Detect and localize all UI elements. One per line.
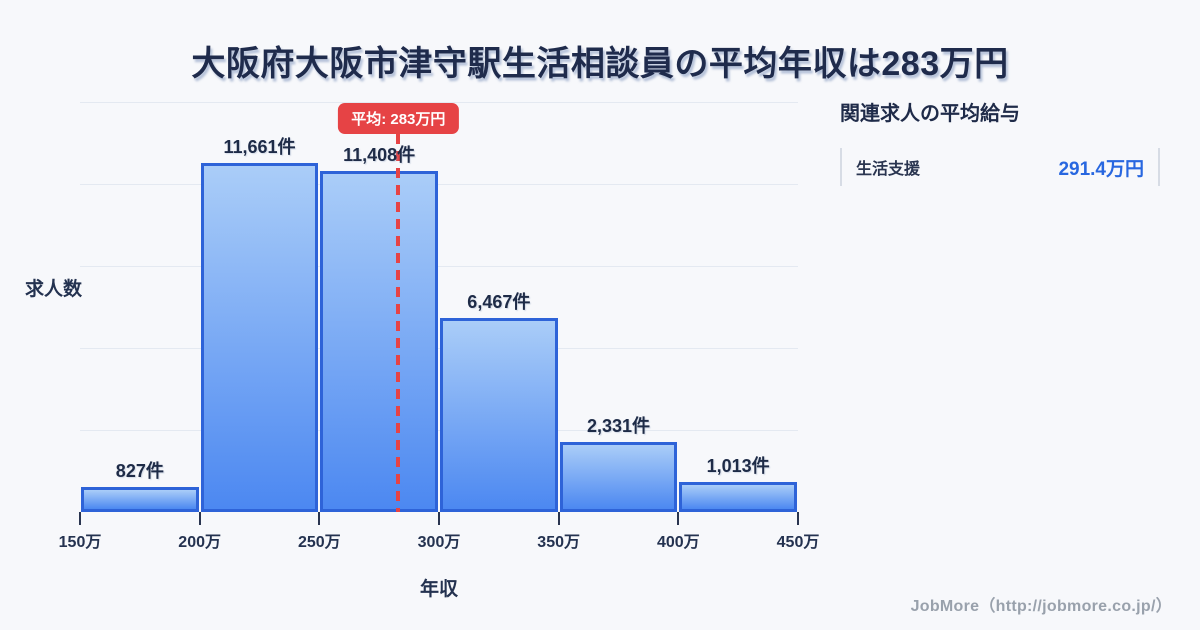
related-jobs-panel: 関連求人の平均給与 生活支援 291.4万円 (840, 97, 1160, 186)
mean-line (396, 134, 401, 512)
related-job-label: 生活支援 (856, 161, 921, 178)
gridline (80, 184, 798, 185)
gridline (80, 266, 798, 267)
x-axis-tick-label: 350万 (537, 534, 581, 551)
x-axis-label: 年収 (419, 579, 459, 600)
x-axis-tick (797, 512, 799, 525)
x-axis-tick-label: 450万 (776, 534, 820, 551)
related-jobs-heading: 関連求人の平均給与 (840, 103, 1020, 125)
bar-value-label: 11,408件 (343, 144, 416, 165)
bar-value-label: 11,661件 (223, 137, 296, 158)
x-axis-tick (79, 512, 81, 525)
bar-value-label: 1,013件 (706, 455, 770, 476)
page-title: 大阪府大阪市津守駅生活相談員の平均年収は283万円 (191, 45, 1009, 83)
histogram-bar[interactable]: 2,331件 (559, 416, 678, 512)
footer-credit: JobMore（http://jobmore.co.jp/） (910, 598, 1172, 615)
y-axis-label: 求人数 (25, 279, 83, 300)
x-axis-tick (438, 512, 440, 525)
histogram-bar[interactable]: 827件 (81, 461, 199, 512)
x-axis-tick-label: 150万 (58, 534, 102, 551)
plot-area: 平均: 283万円 827件 11,661件 11,408件 6,467件 2,331件… (59, 102, 819, 551)
histogram-bar[interactable]: 11,661件 (200, 137, 319, 512)
x-axis-tick (557, 512, 560, 525)
x-axis-tick (677, 512, 680, 525)
histogram-bar[interactable]: 6,467件 (440, 292, 558, 512)
gridline (80, 430, 798, 431)
gridline (80, 348, 798, 349)
histogram-bar[interactable]: 11,408件 (320, 145, 438, 512)
x-axis-tick-label: 250万 (297, 534, 341, 551)
x-axis-tick-label: 300万 (417, 534, 461, 551)
bar-value-label: 2,331件 (586, 416, 651, 437)
x-axis-tick-label: 200万 (178, 534, 222, 551)
related-job-row: 生活支援 291.4万円 (840, 148, 1160, 186)
x-axis-tick (318, 512, 321, 525)
related-job-value: 291.4万円 (1058, 158, 1144, 180)
mean-badge: 平均: 283万円 (338, 103, 459, 134)
bar-value-label: 827件 (115, 461, 164, 482)
x-axis-tick (198, 512, 201, 525)
gridline (80, 102, 798, 103)
histogram-bar[interactable]: 1,013件 (679, 456, 797, 512)
bar-value-label: 6,467件 (467, 292, 531, 313)
x-axis-tick-label: 400万 (656, 534, 700, 551)
